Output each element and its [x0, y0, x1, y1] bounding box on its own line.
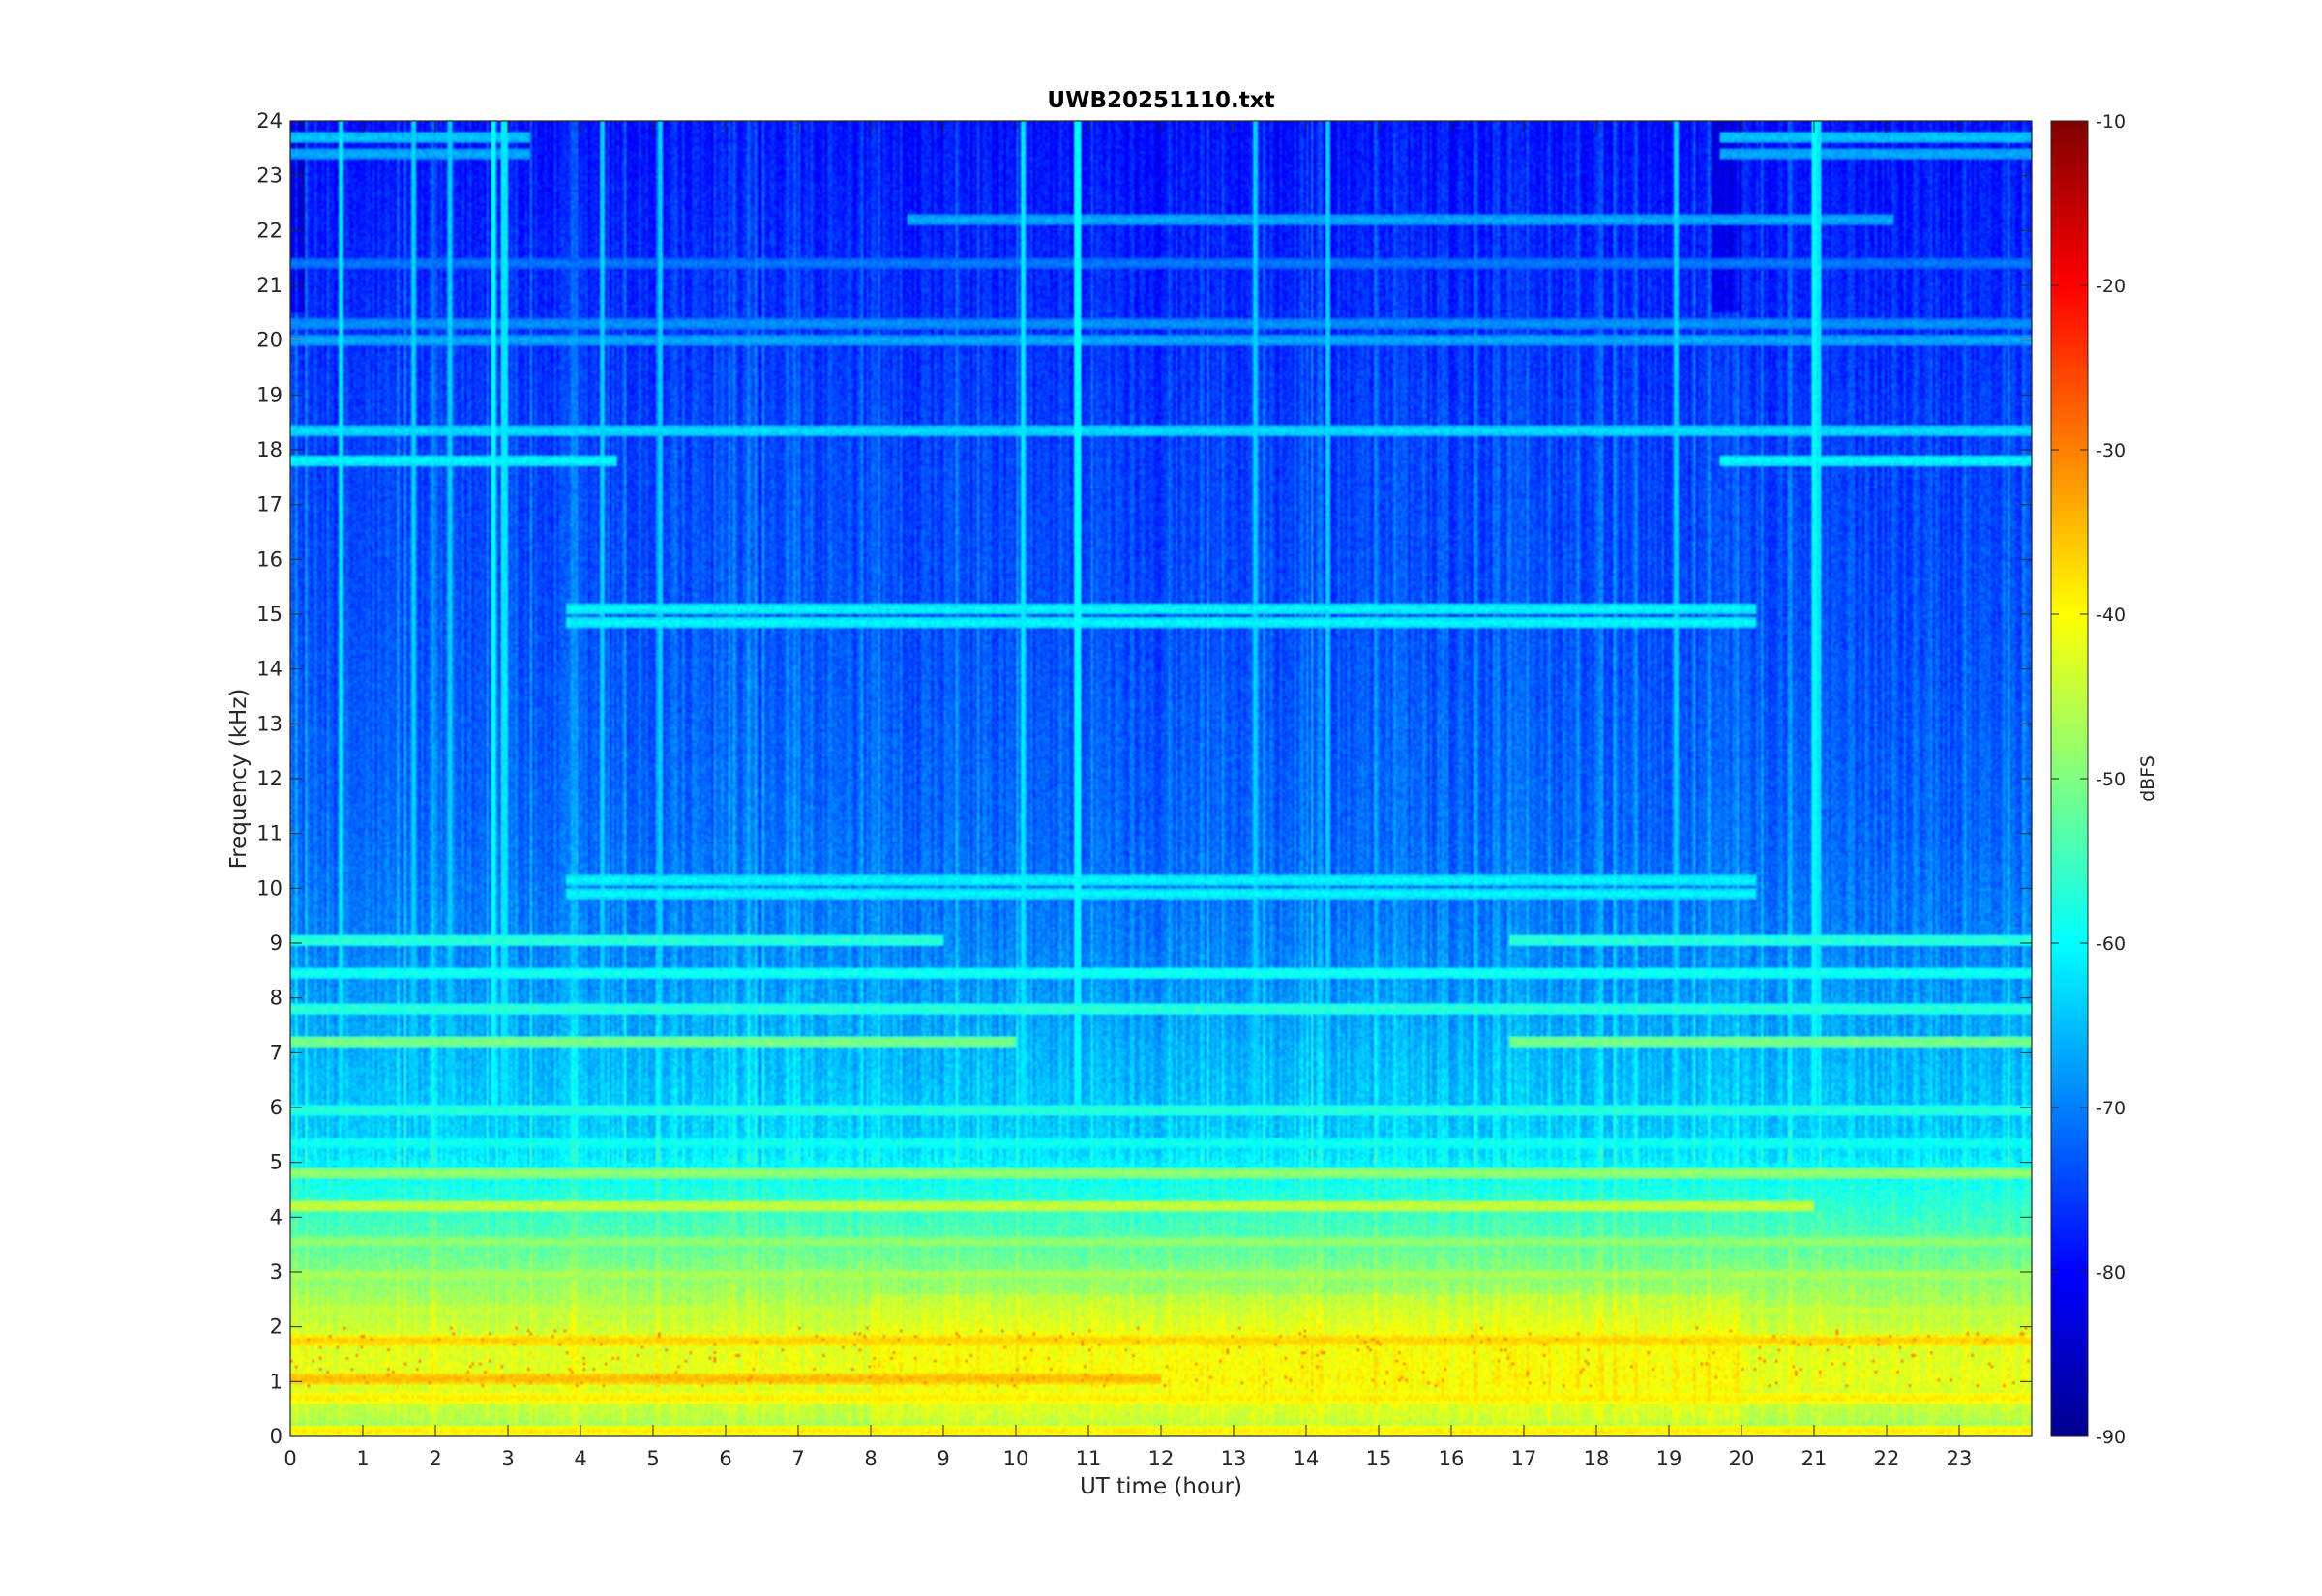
y-tick-label: 17	[256, 493, 283, 517]
y-tick-label: 15	[256, 603, 283, 626]
x-tick-label: 3	[501, 1447, 514, 1470]
y-tick-label: 6	[270, 1096, 283, 1119]
x-tick-label: 6	[719, 1447, 731, 1470]
y-axis-label: Frequency (kHz)	[226, 689, 252, 870]
x-tick-label: 8	[864, 1447, 877, 1470]
x-tick-label: 14	[1294, 1447, 1320, 1470]
x-tick-label: 18	[1584, 1447, 1610, 1470]
colorbar-tick-label: -70	[2096, 1098, 2126, 1119]
y-tick-label: 16	[256, 547, 283, 571]
x-tick-label: 2	[429, 1447, 441, 1470]
y-tick-label: 19	[256, 383, 283, 406]
x-tick-label: 23	[1947, 1447, 1973, 1470]
y-tick-label: 7	[270, 1041, 283, 1064]
colorbar-tick-label: -30	[2096, 440, 2126, 461]
colorbar-tick-label: -60	[2096, 933, 2126, 955]
x-tick-label: 13	[1221, 1447, 1247, 1470]
y-tick-label: 11	[256, 822, 283, 845]
x-tick-label: 21	[1801, 1447, 1828, 1470]
x-tick-label: 4	[574, 1447, 586, 1470]
x-tick-label: 17	[1511, 1447, 1537, 1470]
spectrogram-heatmap	[290, 121, 2032, 1436]
colorbar-ticks: -10 -20 -30 -40 -50 -60 -70 -80 -90	[2051, 111, 2126, 1448]
x-tick-label: 7	[791, 1447, 804, 1470]
y-tick-label: 24	[256, 109, 283, 133]
y-tick-label: 22	[256, 219, 283, 242]
y-tick-label: 5	[270, 1151, 283, 1174]
colorbar-tick-label: -50	[2096, 769, 2126, 790]
x-tick-label: 22	[1874, 1447, 1900, 1470]
x-tick-label: 15	[1366, 1447, 1392, 1470]
colorbar-tick-label: -10	[2096, 111, 2126, 133]
y-tick-label: 9	[270, 931, 283, 955]
x-tick-label: 0	[283, 1447, 296, 1470]
x-tick-label: 20	[1729, 1447, 1755, 1470]
x-tick-label: 5	[646, 1447, 659, 1470]
x-tick-label: 1	[356, 1447, 369, 1470]
x-tick-label: 12	[1148, 1447, 1175, 1470]
colorbar-label: dBFS	[2137, 755, 2158, 802]
x-axis-label: UT time (hour)	[1080, 1474, 1242, 1499]
y-tick-label: 10	[256, 876, 283, 900]
y-tick-label: 3	[270, 1260, 283, 1284]
x-tick-label: 16	[1439, 1447, 1465, 1470]
y-tick-label: 18	[256, 438, 283, 461]
y-tick-label: 13	[256, 712, 283, 735]
y-tick-label: 1	[270, 1370, 283, 1393]
y-tick-label: 12	[256, 767, 283, 790]
y-tick-label: 21	[256, 274, 283, 297]
colorbar-tick-label: -40	[2096, 605, 2126, 626]
y-tick-label: 8	[270, 987, 283, 1010]
y-tick-label: 14	[256, 658, 283, 681]
x-tick-label: 11	[1076, 1447, 1102, 1470]
x-tick-label: 19	[1656, 1447, 1682, 1470]
y-tick-label: 4	[270, 1205, 283, 1228]
y-tick-label: 23	[256, 164, 283, 188]
colorbar-tick-label: -80	[2096, 1262, 2126, 1284]
colorbar-tick-label: -90	[2096, 1427, 2126, 1448]
y-tick-label: 20	[256, 329, 283, 352]
colorbar-tick-label: -20	[2096, 276, 2126, 297]
chart-title: UWB20251110.txt	[1047, 88, 1274, 113]
x-axis: 0 1 2 3 4 5 6 7 8 9 10 11 12 13 14 15 16 17 18 19 20 21 22 23	[283, 121, 1972, 1470]
spectrogram-plot-area	[290, 121, 2032, 1436]
y-tick-label: 0	[270, 1425, 283, 1448]
x-tick-label: 10	[1003, 1447, 1029, 1470]
x-tick-label: 9	[937, 1447, 949, 1470]
y-tick-label: 2	[270, 1315, 283, 1339]
